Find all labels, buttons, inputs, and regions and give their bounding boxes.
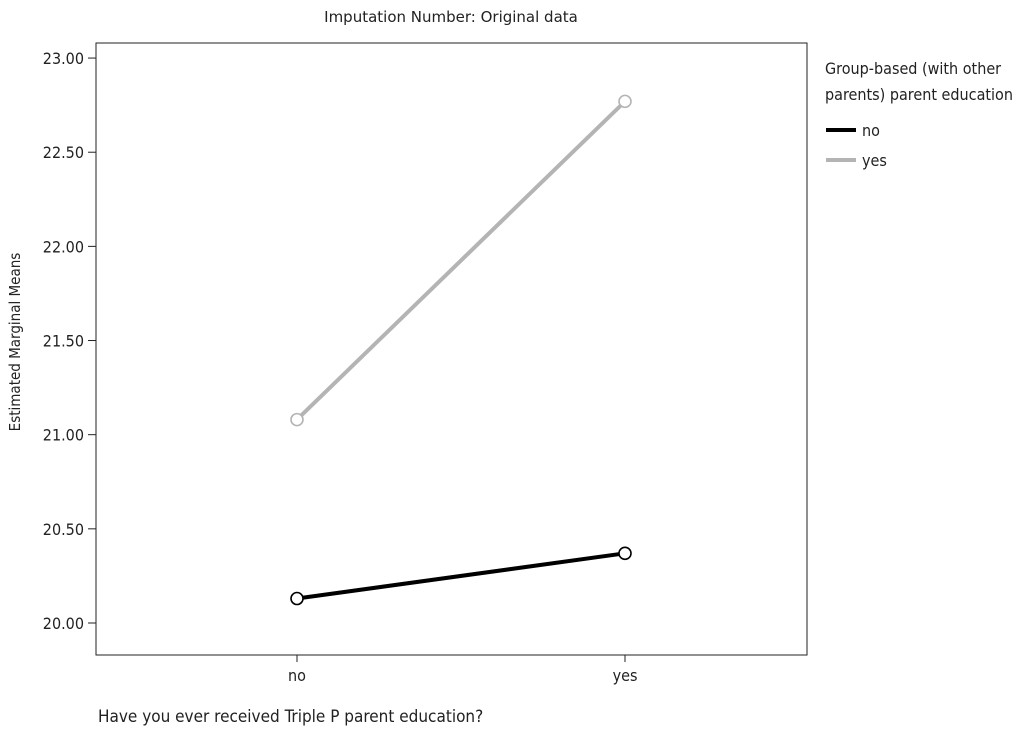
legend: Group-based (with other parents) parent … — [825, 59, 1013, 170]
x-axis-title: Have you ever received Triple P parent e… — [98, 707, 483, 727]
x-axis: no yes — [288, 655, 637, 685]
data-point-yes — [290, 412, 304, 427]
y-tick-label: 22.00 — [43, 237, 84, 256]
x-tick-label: no — [288, 666, 306, 685]
legend-label-no: no — [862, 121, 880, 140]
series-line-yes — [295, 99, 627, 422]
y-tick-label: 23.00 — [43, 49, 84, 68]
series-line-no — [296, 551, 626, 601]
y-tick-label: 20.00 — [43, 614, 84, 633]
chart-title: Imputation Number: Original data — [324, 8, 578, 26]
data-point-no — [290, 591, 304, 606]
y-tick-label: 21.50 — [43, 332, 84, 351]
y-tick-label: 20.50 — [43, 520, 84, 539]
y-axis: 20.00 20.50 21.00 21.50 22.00 22.50 23.00 — [43, 49, 96, 633]
plot-area — [95, 42, 808, 656]
legend-label-yes: yes — [862, 151, 887, 170]
y-axis-title: Estimated Marginal Means — [6, 253, 24, 432]
x-tick-label: yes — [613, 666, 638, 685]
data-point-no — [618, 546, 632, 561]
legend-title-line-2: parents) parent education — [825, 85, 1013, 104]
legend-title-line-1: Group-based (with other — [825, 59, 1001, 78]
series-layer — [290, 94, 632, 606]
data-point-yes — [618, 94, 632, 109]
y-tick-label: 21.00 — [43, 426, 84, 445]
y-tick-label: 22.50 — [43, 143, 84, 162]
